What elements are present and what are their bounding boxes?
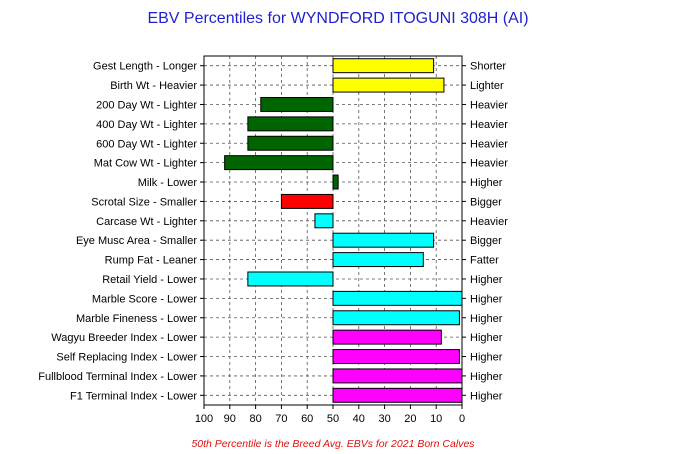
bar bbox=[332, 58, 435, 74]
trait-label-right: Higher bbox=[470, 371, 503, 383]
trait-label-left: Self Replacing Index - Lower bbox=[56, 352, 197, 364]
bar bbox=[280, 193, 334, 209]
bar bbox=[332, 174, 339, 190]
bar bbox=[332, 387, 463, 403]
x-tick-label: 80 bbox=[249, 413, 261, 425]
x-tick-label: 40 bbox=[353, 413, 365, 425]
x-tick-label: 20 bbox=[404, 413, 416, 425]
trait-label-right: Higher bbox=[470, 390, 503, 402]
bar bbox=[332, 368, 463, 384]
trait-label-left: Marble Fineness - Lower bbox=[76, 313, 197, 325]
trait-label-left: Eye Musc Area - Smaller bbox=[76, 235, 197, 247]
bar bbox=[247, 135, 334, 151]
x-tick-label: 30 bbox=[378, 413, 390, 425]
trait-label-left: F1 Terminal Index - Lower bbox=[70, 390, 197, 402]
trait-label-left: 400 Day Wt - Lighter bbox=[96, 119, 197, 131]
bar bbox=[260, 96, 334, 112]
trait-label-right: Heavier bbox=[470, 216, 508, 228]
trait-label-left: Milk - Lower bbox=[138, 177, 198, 189]
trait-label-right: Lighter bbox=[470, 80, 504, 92]
x-tick-label: 0 bbox=[459, 413, 465, 425]
trait-label-right: Heavier bbox=[470, 138, 508, 150]
x-tick-label: 10 bbox=[430, 413, 442, 425]
x-tick-label: 100 bbox=[195, 413, 213, 425]
chart-title: EBV Percentiles for WYNDFORD ITOGUNI 308… bbox=[147, 10, 528, 27]
trait-label-right: Fatter bbox=[470, 255, 499, 267]
trait-label-left: Scrotal Size - Smaller bbox=[91, 196, 197, 208]
trait-label-left: Marble Score - Lower bbox=[92, 293, 197, 305]
bar bbox=[332, 290, 463, 306]
trait-label-left: Carcase Wt - Lighter bbox=[96, 216, 197, 228]
trait-label-left: 200 Day Wt - Lighter bbox=[96, 99, 197, 111]
trait-label-right: Shorter bbox=[470, 61, 506, 73]
trait-label-left: Birth Wt - Heavier bbox=[110, 80, 197, 92]
trait-label-left: Fullblood Terminal Index - Lower bbox=[38, 371, 197, 383]
trait-label-left: Retail Yield - Lower bbox=[102, 274, 197, 286]
bar bbox=[247, 271, 334, 287]
x-tick-label: 70 bbox=[275, 413, 287, 425]
bar bbox=[332, 252, 424, 268]
x-tick-label: 60 bbox=[301, 413, 313, 425]
trait-label-left: Mat Cow Wt - Lighter bbox=[94, 158, 198, 170]
trait-label-right: Higher bbox=[470, 313, 503, 325]
bar bbox=[332, 310, 460, 326]
chart-footnote: 50th Percentile is the Breed Avg. EBVs f… bbox=[191, 438, 475, 450]
trait-label-right: Higher bbox=[470, 177, 503, 189]
trait-label-right: Higher bbox=[470, 293, 503, 305]
plot-area: Gest Length - Longer Shorter Birth Wt - He… bbox=[38, 55, 508, 425]
trait-label-right: Heavier bbox=[470, 99, 508, 111]
trait-label-right: Higher bbox=[470, 352, 503, 364]
x-tick-label: 50 bbox=[327, 413, 339, 425]
bar bbox=[332, 329, 442, 345]
trait-label-right: Higher bbox=[470, 274, 503, 286]
x-tick-label: 90 bbox=[224, 413, 236, 425]
bar bbox=[224, 155, 334, 171]
bar bbox=[332, 232, 435, 248]
trait-label-right: Heavier bbox=[470, 158, 508, 170]
bar bbox=[247, 116, 334, 132]
bar bbox=[332, 349, 460, 365]
bar bbox=[314, 213, 334, 229]
trait-label-right: Bigger bbox=[470, 196, 502, 208]
bar bbox=[332, 77, 445, 93]
trait-label-left: Wagyu Breeder Index - Lower bbox=[51, 332, 197, 344]
trait-label-left: Rump Fat - Leaner bbox=[105, 255, 198, 267]
trait-label-right: Higher bbox=[470, 332, 503, 344]
trait-label-right: Bigger bbox=[470, 235, 502, 247]
trait-label-left: 600 Day Wt - Lighter bbox=[96, 138, 197, 150]
trait-label-left: Gest Length - Longer bbox=[93, 61, 197, 73]
trait-label-right: Heavier bbox=[470, 119, 508, 131]
